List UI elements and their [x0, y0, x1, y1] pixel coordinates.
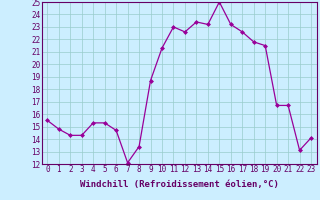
X-axis label: Windchill (Refroidissement éolien,°C): Windchill (Refroidissement éolien,°C)	[80, 180, 279, 189]
